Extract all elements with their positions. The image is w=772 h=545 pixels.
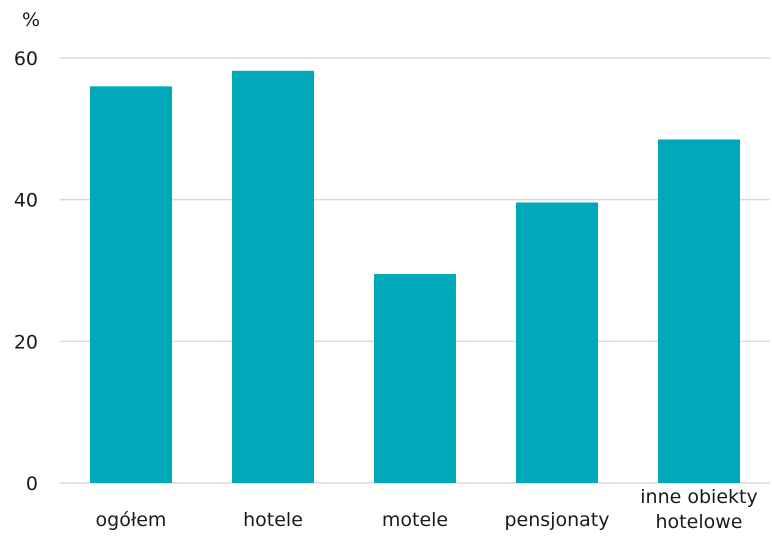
- x-category-label: ogółem: [96, 509, 167, 531]
- bars: [90, 70, 740, 484]
- x-category-label-line: ogółem: [96, 509, 167, 531]
- x-category-label: inne obiekty hotelowe: [640, 486, 757, 533]
- y-tick-label: 20: [14, 331, 38, 353]
- x-category-label-line: inne obiekty: [640, 486, 757, 508]
- x-category-label: motele: [382, 509, 448, 531]
- x-axis-labels: ogółem hotele motele pensjonaty inne obiekty…: [96, 486, 758, 533]
- y-axis-ticks: 0 20 40 60: [14, 48, 38, 495]
- bar-1: [232, 70, 314, 483]
- x-category-label-line: hotele: [243, 509, 303, 531]
- bar-4: [658, 139, 740, 484]
- y-tick-label: 0: [26, 473, 38, 495]
- bar-3: [516, 202, 598, 483]
- x-category-label-line: pensjonaty: [505, 509, 610, 531]
- y-tick-label: 40: [14, 190, 38, 212]
- bar-0: [90, 86, 172, 483]
- x-category-label-line: motele: [382, 509, 448, 531]
- bar-2: [374, 274, 456, 483]
- x-category-label-line: hotelowe: [656, 511, 743, 533]
- x-category-label: hotele: [243, 509, 303, 531]
- x-category-label: pensjonaty: [505, 509, 610, 531]
- y-axis-unit-label: %: [22, 9, 40, 31]
- y-tick-label: 60: [14, 48, 38, 70]
